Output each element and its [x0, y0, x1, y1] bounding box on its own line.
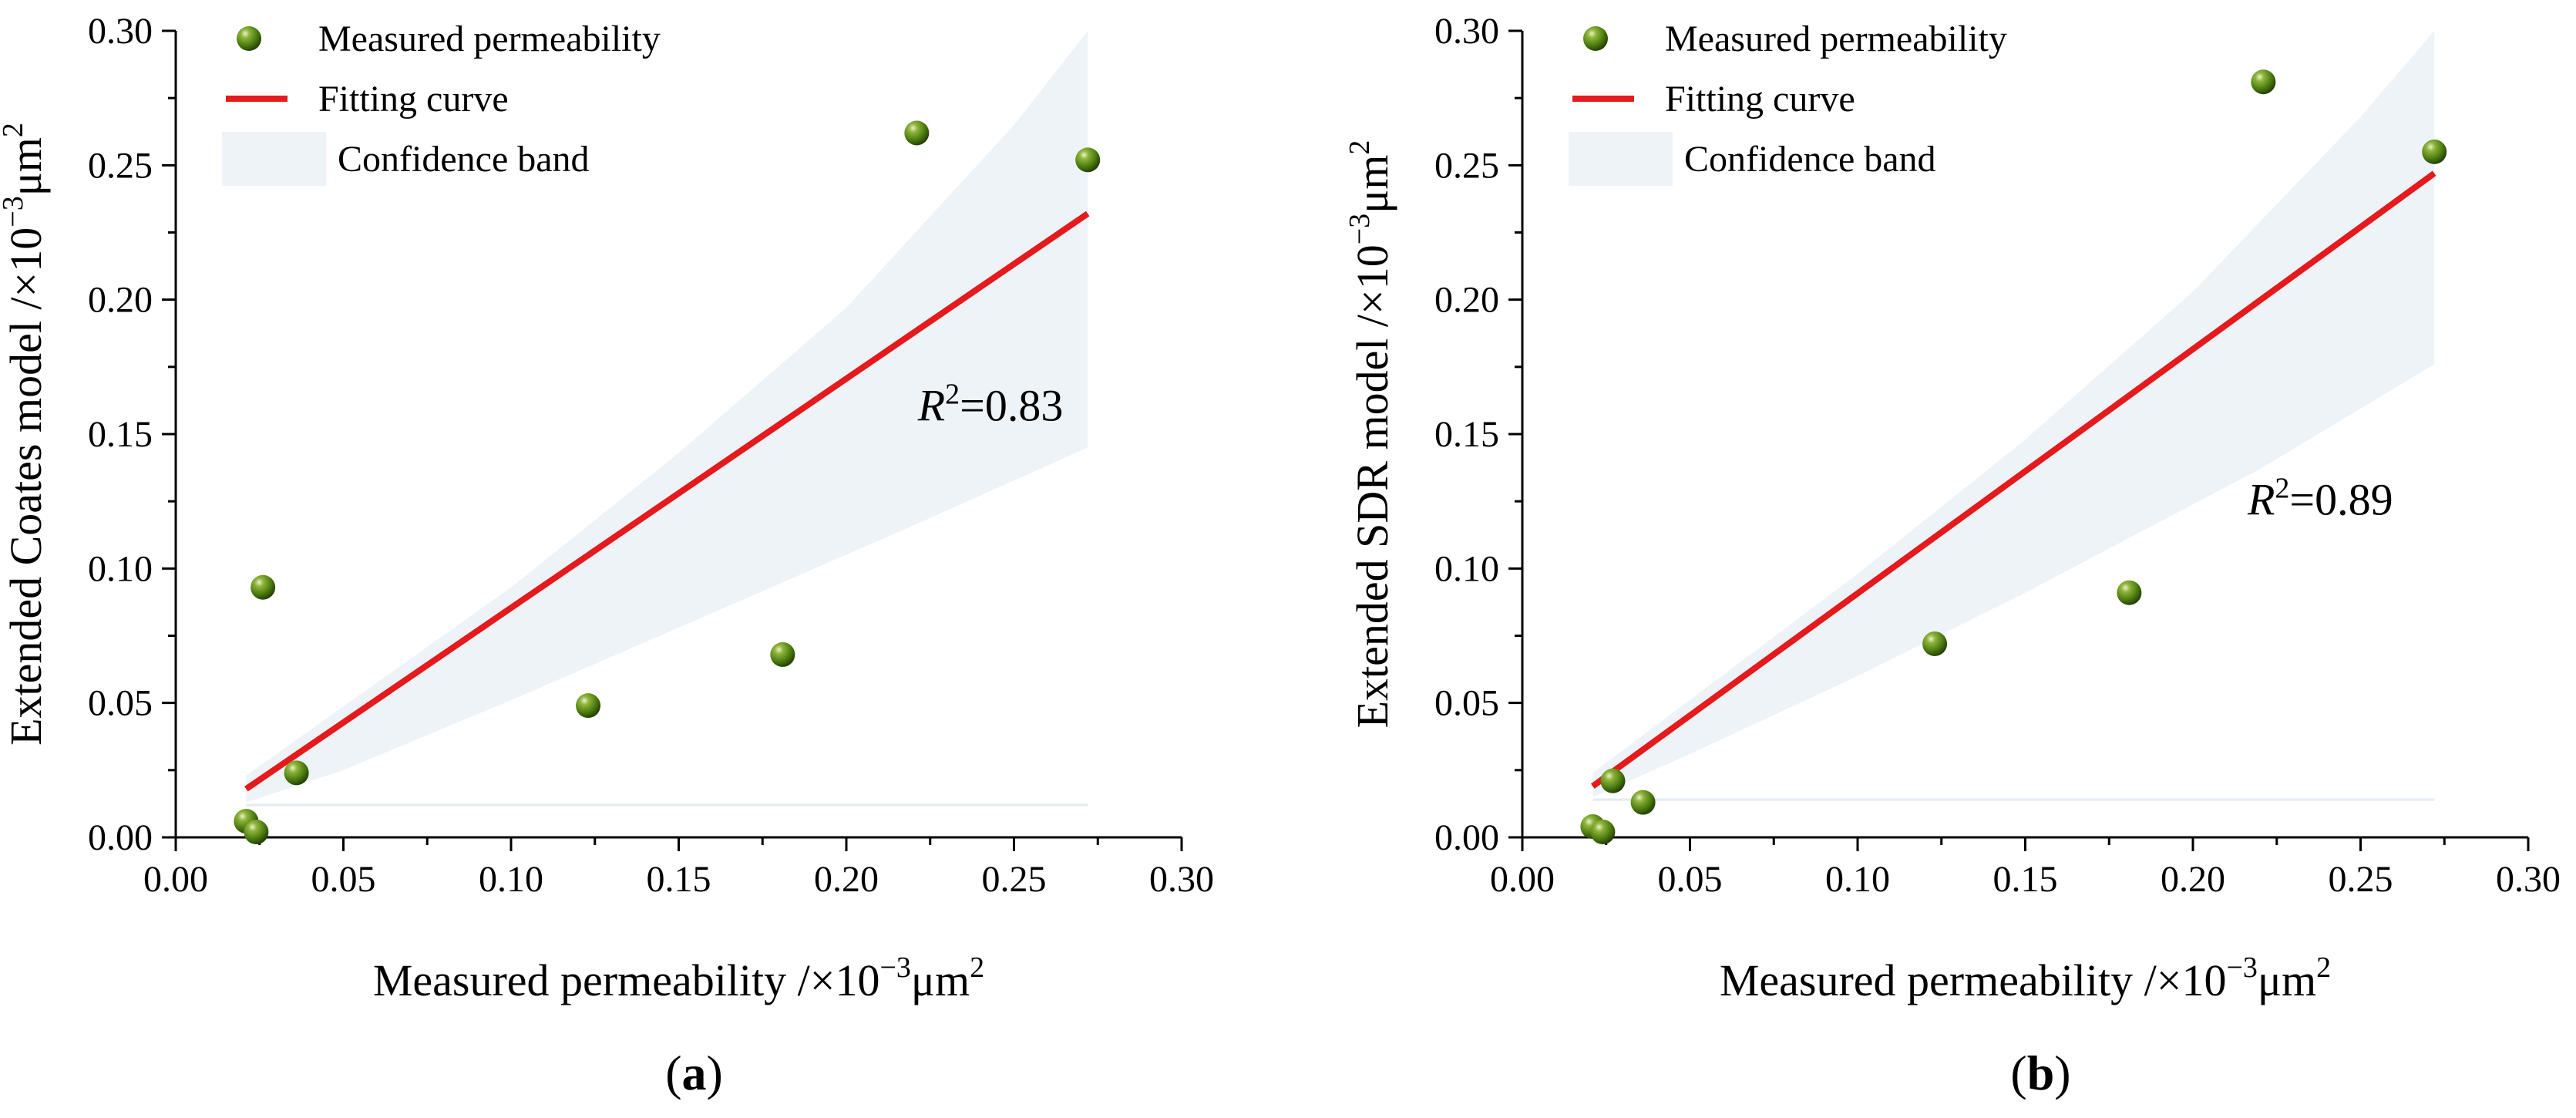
y-axis-unit-sq: 2 [1343, 140, 1376, 155]
x-axis-label-text: Measured permeability /×10 [373, 955, 880, 1005]
y-tick-label: 0.30 [88, 11, 153, 52]
x-axis-unit: μm [2258, 955, 2316, 1005]
data-point [2117, 580, 2142, 605]
x-tick-label: 0.25 [2329, 859, 2393, 900]
x-axis-label: Measured permeability /×10−3μm2 [373, 951, 984, 1005]
panel-label: (b) [2010, 1046, 2070, 1100]
data-point [1630, 790, 1656, 815]
x-tick-label: 0.25 [982, 859, 1047, 900]
y-tick-label: 0.20 [88, 280, 153, 321]
chart-panel-b: 0.00 0.05 0.10 0.15 0.20 0.25 0.30 0.00 0.05 0.10… [1343, 11, 2561, 1100]
y-tick-label: 0.10 [1434, 548, 1499, 589]
y-axis-unit: μm [1347, 155, 1397, 214]
data-point [1600, 768, 1626, 793]
legend-label-fit: Fitting curve [318, 79, 509, 120]
legend-marker-band [1569, 132, 1673, 186]
legend-marker-point [237, 26, 261, 51]
r-symbol: R [2247, 475, 2275, 525]
confidence-band [1592, 31, 2435, 797]
fitting-curve [1590, 170, 2436, 789]
y-tick-label: 0.05 [1434, 683, 1499, 724]
x-axis-unit-exp: −3 [2226, 951, 2257, 984]
x-axis-unit-exp: −3 [879, 951, 910, 984]
x-tick-label: 0.15 [647, 859, 711, 900]
r-exponent: 2 [2275, 473, 2289, 505]
data-point [2251, 69, 2276, 95]
y-tick-label: 0.20 [1434, 280, 1499, 321]
y-tick-label: 0.10 [88, 548, 153, 589]
x-tick-label: 0.20 [2161, 859, 2225, 900]
legend-label-points: Measured permeability [318, 19, 661, 59]
y-tick-label: 0.15 [88, 414, 153, 455]
x-tick-label: 0.05 [1658, 859, 1723, 900]
legend-label-band: Confidence band [1684, 139, 1936, 180]
panel-label: (a) [665, 1046, 723, 1100]
y-axis-unit-exp: −3 [0, 196, 29, 227]
y-axis-label-text: Extended Coates model /×10 [1, 227, 51, 746]
data-point [904, 120, 930, 146]
legend-label-points: Measured permeability [1665, 19, 2007, 59]
y-tick-label: 0.15 [1434, 414, 1499, 455]
y-axis-label: Extended SDR model /×10−3μm2 [1343, 140, 1397, 729]
x-tick-label: 0.05 [311, 859, 376, 900]
y-tick-label: 0.00 [88, 817, 153, 858]
data-point [2422, 139, 2447, 164]
r-symbol: R [917, 381, 945, 431]
x-tick-label: 0.00 [143, 859, 208, 900]
y-axis-unit-sq: 2 [0, 123, 29, 137]
legend-label-fit: Fitting curve [1665, 79, 1855, 120]
y-tick-label: 0.25 [1434, 145, 1499, 186]
x-tick-label: 0.30 [1149, 859, 1214, 900]
fitting-curve [244, 210, 1090, 792]
r-exponent: 2 [945, 379, 960, 411]
y-axis-unit: μm [1, 137, 51, 196]
y-tick-label: 0.25 [88, 145, 153, 186]
r-value: =0.89 [2289, 475, 2393, 525]
panel-paren-close: ) [707, 1046, 723, 1100]
legend-marker-point [1583, 26, 1608, 51]
data-point [1922, 631, 1948, 656]
panel-letter: b [2027, 1046, 2055, 1100]
x-tick-label: 0.30 [2496, 859, 2561, 900]
x-tick-label: 0.10 [1825, 859, 1890, 900]
y-tick-label: 0.05 [88, 683, 153, 724]
y-axis-label: Extended Coates model /×10−3μm2 [0, 123, 51, 746]
x-axis-unit-sq: 2 [970, 951, 984, 984]
x-axis-label: Measured permeability /×10−3μm2 [1720, 951, 2331, 1005]
y-axis-label-text: Extended SDR model /×10 [1347, 244, 1397, 728]
data-point [251, 574, 276, 600]
r-squared-label: R2=0.83 [917, 379, 1064, 431]
data-point [244, 820, 269, 845]
x-tick-label: 0.10 [479, 859, 543, 900]
confidence-band [246, 31, 1088, 803]
x-axis-label-text: Measured permeability /×10 [1720, 955, 2227, 1005]
chart-panel-a: 0.00 0.05 0.10 0.15 0.20 0.25 0.30 0.00 0.05 0.10… [0, 11, 1214, 1100]
data-point [770, 642, 795, 667]
legend-label-band: Confidence band [338, 139, 590, 180]
r-squared-label: R2=0.89 [2247, 473, 2393, 525]
panel-letter: a [682, 1046, 707, 1100]
legend-marker-band [222, 132, 326, 186]
data-point [1590, 820, 1616, 845]
x-tick-label: 0.20 [814, 859, 879, 900]
x-tick-label: 0.15 [1993, 859, 2058, 900]
data-point [284, 760, 309, 786]
panel-paren-close: ) [2054, 1046, 2070, 1100]
panel-paren-open: ( [665, 1046, 681, 1100]
data-point [1075, 147, 1101, 173]
panel-paren-open: ( [2010, 1046, 2026, 1100]
r-value: =0.83 [960, 381, 1063, 431]
x-axis-unit-sq: 2 [2316, 951, 2331, 984]
x-tick-label: 0.00 [1490, 859, 1555, 900]
y-tick-label: 0.30 [1434, 11, 1499, 52]
x-axis-unit: μm [911, 955, 970, 1005]
y-axis-unit-exp: −3 [1343, 214, 1376, 244]
y-tick-label: 0.00 [1434, 817, 1499, 858]
data-point [576, 693, 601, 719]
